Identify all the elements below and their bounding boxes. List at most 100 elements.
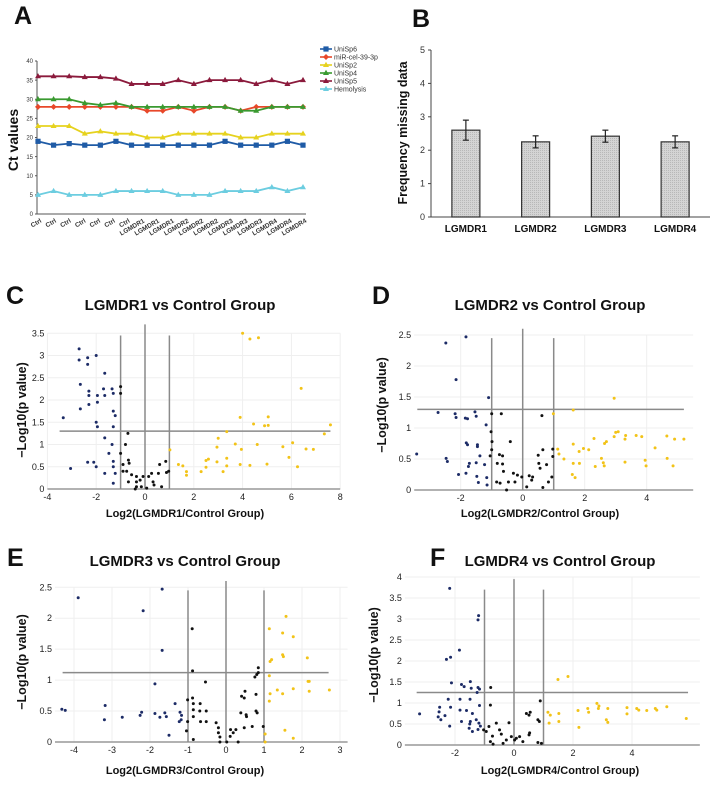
panel-b-y-tick-label: 2 [420, 145, 425, 155]
data-point-ns [225, 740, 229, 744]
panel-a-data-point [237, 187, 244, 194]
data-point-ns [119, 391, 123, 395]
data-point-ns [164, 459, 168, 463]
data-point-ns [501, 462, 505, 466]
data-point-ns [499, 732, 503, 736]
panel-a-data-point [81, 191, 88, 197]
x-tick-label: -2 [451, 748, 459, 758]
data-point-up [684, 717, 688, 721]
panel-a-data-point [206, 103, 213, 109]
x-tick-label: 2 [582, 493, 587, 503]
data-point-ns [506, 480, 510, 484]
data-point-up [665, 434, 669, 438]
data-point-ns [495, 480, 499, 484]
panel-a-data-point [159, 103, 166, 109]
data-point-up [556, 447, 560, 451]
x-tick-label: 1 [261, 745, 266, 755]
y-tick-label: 3 [397, 614, 402, 624]
data-point-ns [551, 455, 555, 459]
y-tick-label: 2 [406, 361, 411, 371]
panel-a-data-point [81, 99, 88, 106]
data-point-ns [253, 675, 257, 679]
data-point-up [256, 336, 260, 340]
panel-a-series-UniSp5: UniSp5 [35, 73, 357, 86]
data-point-up [587, 710, 591, 714]
panel-b-x-tick-label: LGMDR3 [584, 224, 627, 235]
data-point-ns [167, 469, 171, 473]
data-point-ns [504, 738, 508, 742]
data-point-up [623, 460, 627, 464]
data-point-down [138, 713, 142, 717]
panel-a-data-point [50, 103, 57, 110]
data-point-up [587, 448, 591, 452]
data-point-ns [488, 740, 492, 744]
data-point-down [160, 648, 164, 652]
data-point-ns [228, 734, 232, 738]
data-point-up [682, 437, 686, 441]
data-point-ns [126, 480, 130, 484]
data-point-up [241, 331, 245, 335]
data-point-down [111, 425, 115, 429]
data-point-up [673, 437, 677, 441]
panel-f-volcano-plot: 0 0.5 1 1.5 2 2.5 3 3.5 4 -2 0 2 4 [389, 572, 700, 758]
data-point-down [449, 681, 453, 685]
data-point-ns [191, 708, 195, 712]
panel-b-bar-chart: 0 1 2 3 4 5 LGMDR1 LGMDR2 LGMDR3 LGMDR4 [420, 45, 710, 235]
data-point-ns [551, 447, 555, 451]
data-point-up [199, 470, 203, 474]
data-point-ns [126, 458, 130, 462]
panel-a-data-point [253, 134, 260, 140]
data-point-ns [191, 715, 195, 719]
panel-a-data-point [253, 187, 260, 194]
data-point-ns [134, 480, 138, 484]
x-tick-label: 0 [520, 493, 525, 503]
data-point-up [181, 464, 185, 468]
data-point-up [671, 464, 675, 468]
data-point-up [206, 457, 210, 461]
panel-a-y-tick-label: 30 [26, 97, 33, 103]
data-point-down [103, 394, 107, 398]
data-point-ns [126, 431, 130, 435]
panel-a-data-point [253, 107, 260, 113]
panel-e-y-axis-label: −Log10(p value) [15, 614, 29, 710]
y-tick-label: 2 [39, 395, 44, 405]
data-point-down [86, 460, 90, 464]
data-point-ns [539, 741, 543, 745]
data-point-down [61, 416, 65, 420]
data-point-up [299, 386, 303, 390]
panel-a-data-point [66, 103, 73, 110]
data-point-ns [491, 742, 495, 746]
panel-a-x-tick-label: Ctrl [103, 218, 116, 230]
legend-marker [323, 85, 329, 91]
data-point-up [655, 708, 659, 712]
panel-b-x-tick-label: LGMDR4 [654, 224, 697, 235]
data-point-up [184, 470, 188, 474]
legend-marker [323, 61, 329, 67]
bar-LGMDR3 [590, 135, 620, 218]
data-point-down [466, 417, 470, 421]
legend-marker [323, 54, 329, 60]
panel-a-data-point [35, 191, 41, 197]
data-point-down [468, 680, 472, 684]
y-tick-label: 1.5 [39, 644, 52, 654]
data-point-up [296, 465, 299, 469]
data-point-up [624, 433, 628, 437]
data-point-ns [151, 480, 155, 484]
panel-a-y-tick-label: 0 [30, 212, 34, 218]
panel-d-y-axis-label: −Log10(p value) [375, 357, 389, 453]
data-point-ns [203, 680, 207, 684]
bar-LGMDR4 [660, 141, 690, 218]
data-point-ns [487, 725, 491, 729]
data-point-ns [239, 711, 243, 715]
panel-a-y-tick-label: 20 [26, 136, 33, 142]
panel-a-data-point [206, 76, 213, 83]
data-point-up [176, 463, 180, 467]
data-point-ns [524, 712, 528, 715]
panel-a-data-point [190, 103, 197, 109]
data-point-down [446, 697, 450, 701]
data-point-ns [134, 485, 138, 489]
data-point-down [474, 461, 478, 465]
data-point-down [178, 710, 182, 714]
panel-letter-f: F [430, 544, 446, 572]
x-tick-label: -4 [43, 492, 51, 502]
